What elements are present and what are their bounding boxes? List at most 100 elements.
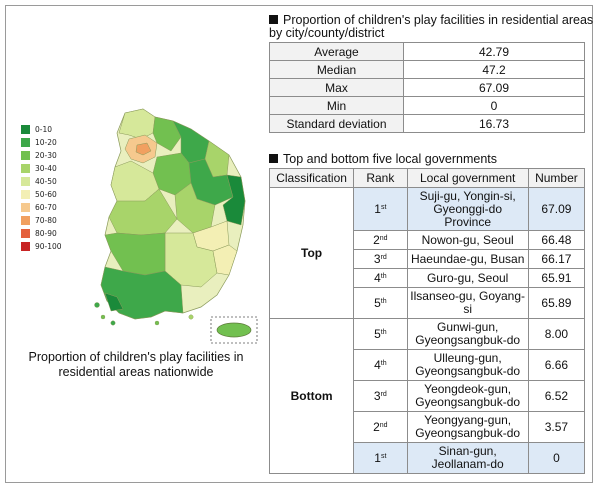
region-northwest [118,108,156,140]
legend-swatch [21,216,30,225]
island [154,320,160,326]
rank-number: 1 [374,201,381,216]
legend-swatch [21,138,30,147]
rank-cell: 4th [353,268,408,288]
rank-cell: 3rd [353,249,408,269]
header-number: Number [527,168,586,188]
map-legend: 0-10 10-20 20-30 30-40 40-50 50-60 60-70 70-80 8… [21,123,62,253]
legend-item: 80-90 [21,227,62,240]
stats-table: Average 42.79 Median 47.2 Max 67.09 Min 0 Standa… [269,42,585,133]
region-ulsan-busan [212,244,238,276]
rank-suffix: rd [380,253,387,261]
rank-suffix: th [380,272,387,280]
number-cell: 65.89 [527,287,586,319]
rank-cell: 2nd [353,411,408,443]
local-government-cell: Guro-gu, Seoul [406,268,529,288]
legend-item: 50-60 [21,188,62,201]
number-cell: 67.09 [527,187,586,231]
header-classification: Classification [268,168,355,188]
legend-label: 10-20 [35,138,57,147]
region-gyeongbuk-center [174,182,216,234]
local-government-cell: Haeundae-gu, Busan [406,249,529,269]
island [100,314,106,320]
rank-number: 5 [374,326,381,341]
stats-label: Median [269,60,404,79]
rank-suffix: th [380,359,387,367]
ranking-title: Top and bottom five local governments [269,153,497,166]
island [94,302,100,308]
legend-label: 20-30 [35,151,57,160]
local-government-cell: Yeongyang-gun, Gyeongsangbuk-do [406,411,529,443]
rank-suffix: nd [379,234,388,242]
legend-label: 80-90 [35,229,57,238]
rank-number: 3 [373,251,381,266]
rank-cell: 5th [353,318,408,350]
rank-suffix: th [380,297,387,305]
rank-suffix: rd [380,390,387,398]
region-gyeongbuk-east [222,174,246,226]
stats-value: 16.73 [403,114,585,133]
ranking-row: 4th Ulleung-gun, Gyeongsangbuk-do 6.66 [270,349,586,381]
rank-suffix: th [380,328,387,336]
ranking-row: 1st Sinan-gun, Jeollanam-do 0 [270,442,586,474]
korea-choropleth-map [94,108,258,344]
square-bullet-icon [269,154,278,163]
local-government-cell: Ulleung-gun, Gyeongsangbuk-do [406,349,529,381]
rank-number: 3 [373,388,381,403]
stats-row: Min 0 [269,96,585,115]
ranking-title-text: Top and bottom five local governments [283,152,498,166]
header-rank: Rank [353,168,408,188]
number-cell: 6.66 [527,349,586,381]
header-local-government: Local government [406,168,529,188]
ranking-row: 3rd Yeongdeok-gun, Gyeongsangbuk-do 6.52 [270,380,586,412]
legend-label: 30-40 [35,164,57,173]
number-cell: 3.57 [527,411,586,443]
local-government-cell: Suji-gu, Yongin-si, Gyeonggi-do Province [406,187,529,231]
ranking-header-row: Classification Rank Local government Num… [268,168,586,188]
region-southwest-islands [104,292,124,312]
rank-cell: 3rd [353,380,408,412]
legend-label: 40-50 [35,177,57,186]
stats-row: Average 42.79 [269,42,585,61]
ranking-row: Bottom 5th Gunwi-gun, Gyeongsangbuk-do 8.00 [268,318,586,474]
stats-label: Max [269,78,404,97]
local-government-cell: Sinan-gun, Jeollanam-do [406,442,529,474]
legend-item: 90-100 [21,240,62,253]
rank-cell: 2nd [353,230,408,250]
legend-swatch [21,177,30,186]
legend-swatch [21,203,30,212]
rank-suffix: st [380,203,387,211]
rank-cell: 1st [353,442,408,474]
ranking-row: 2nd Yeongyang-gun, Gyeongsangbuk-do 3.57 [270,411,586,443]
stats-label: Average [269,42,404,61]
ranking-row: Top 1st Suji-gu, Yongin-si, Gyeonggi-do Pr… [268,187,586,319]
ranking-table: Classification Rank Local government Num… [268,168,586,474]
legend-label: 70-80 [35,216,57,225]
number-cell: 65.91 [527,268,586,288]
rank-number: 2 [373,419,380,434]
rank-cell: 1st [353,187,408,231]
number-cell: 66.48 [527,230,586,250]
map-caption-line1: Proportion of children's play facilities… [28,350,244,364]
stats-value: 47.2 [403,60,585,79]
stats-value: 67.09 [403,78,585,97]
legend-item: 20-30 [21,149,62,162]
rank-number: 5 [374,295,381,310]
legend-item: 0-10 [21,123,62,136]
local-government-cell: Nowon-gu, Seoul [406,230,529,250]
legend-swatch [21,164,30,173]
rank-suffix: nd [379,421,388,429]
number-cell: 6.52 [527,380,586,412]
ranking-row: 5th Ilsanseo-gu, Goyang-si 65.89 [270,287,586,319]
legend-swatch [21,229,30,238]
number-cell: 8.00 [527,318,586,350]
region-capital-core [135,142,152,156]
number-cell: 0 [527,442,586,474]
legend-item: 10-20 [21,136,62,149]
number-cell: 66.17 [527,249,586,269]
legend-item: 40-50 [21,175,62,188]
rank-cell: 4th [353,349,408,381]
rank-number: 2 [373,232,380,247]
local-government-cell: Gunwi-gun, Gyeongsangbuk-do [406,318,529,350]
stats-row: Median 47.2 [269,60,585,79]
